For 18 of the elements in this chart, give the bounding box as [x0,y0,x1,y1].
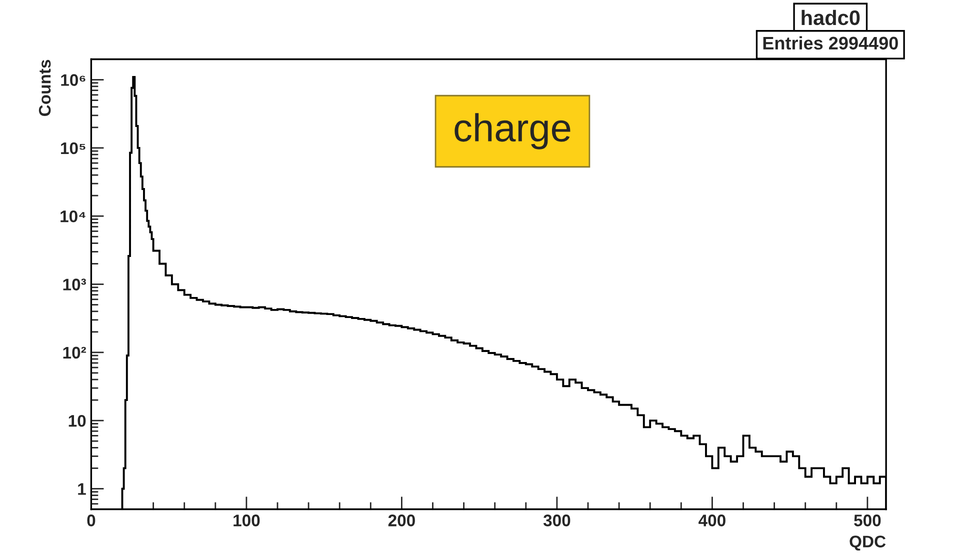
y-tick-label: 10⁵ [61,142,86,154]
y-tick-label: 10² [63,346,86,359]
x-tick-label: 400 [698,514,726,526]
chart-title: hadc0 [802,10,860,26]
x-axis-title: QDC [850,536,886,551]
y-tick-label: 10⁴ [60,210,86,222]
text: Entries 2994490 [763,36,898,50]
y-tick-label: 10⁶ [61,74,86,86]
x-tick-label: 500 [854,514,881,526]
x-tick-label: 100 [234,514,260,526]
x-tick-label: 0 [87,514,96,526]
y-tick-label: 10 [68,414,86,427]
annotation: charge [454,113,570,150]
x-tick-label: 200 [388,514,415,526]
y-axis-title: Counts [38,60,51,116]
y-tick-label: 1 [78,483,86,495]
y-tick-label: 10³ [63,278,86,290]
x-tick-label: 300 [543,514,570,526]
